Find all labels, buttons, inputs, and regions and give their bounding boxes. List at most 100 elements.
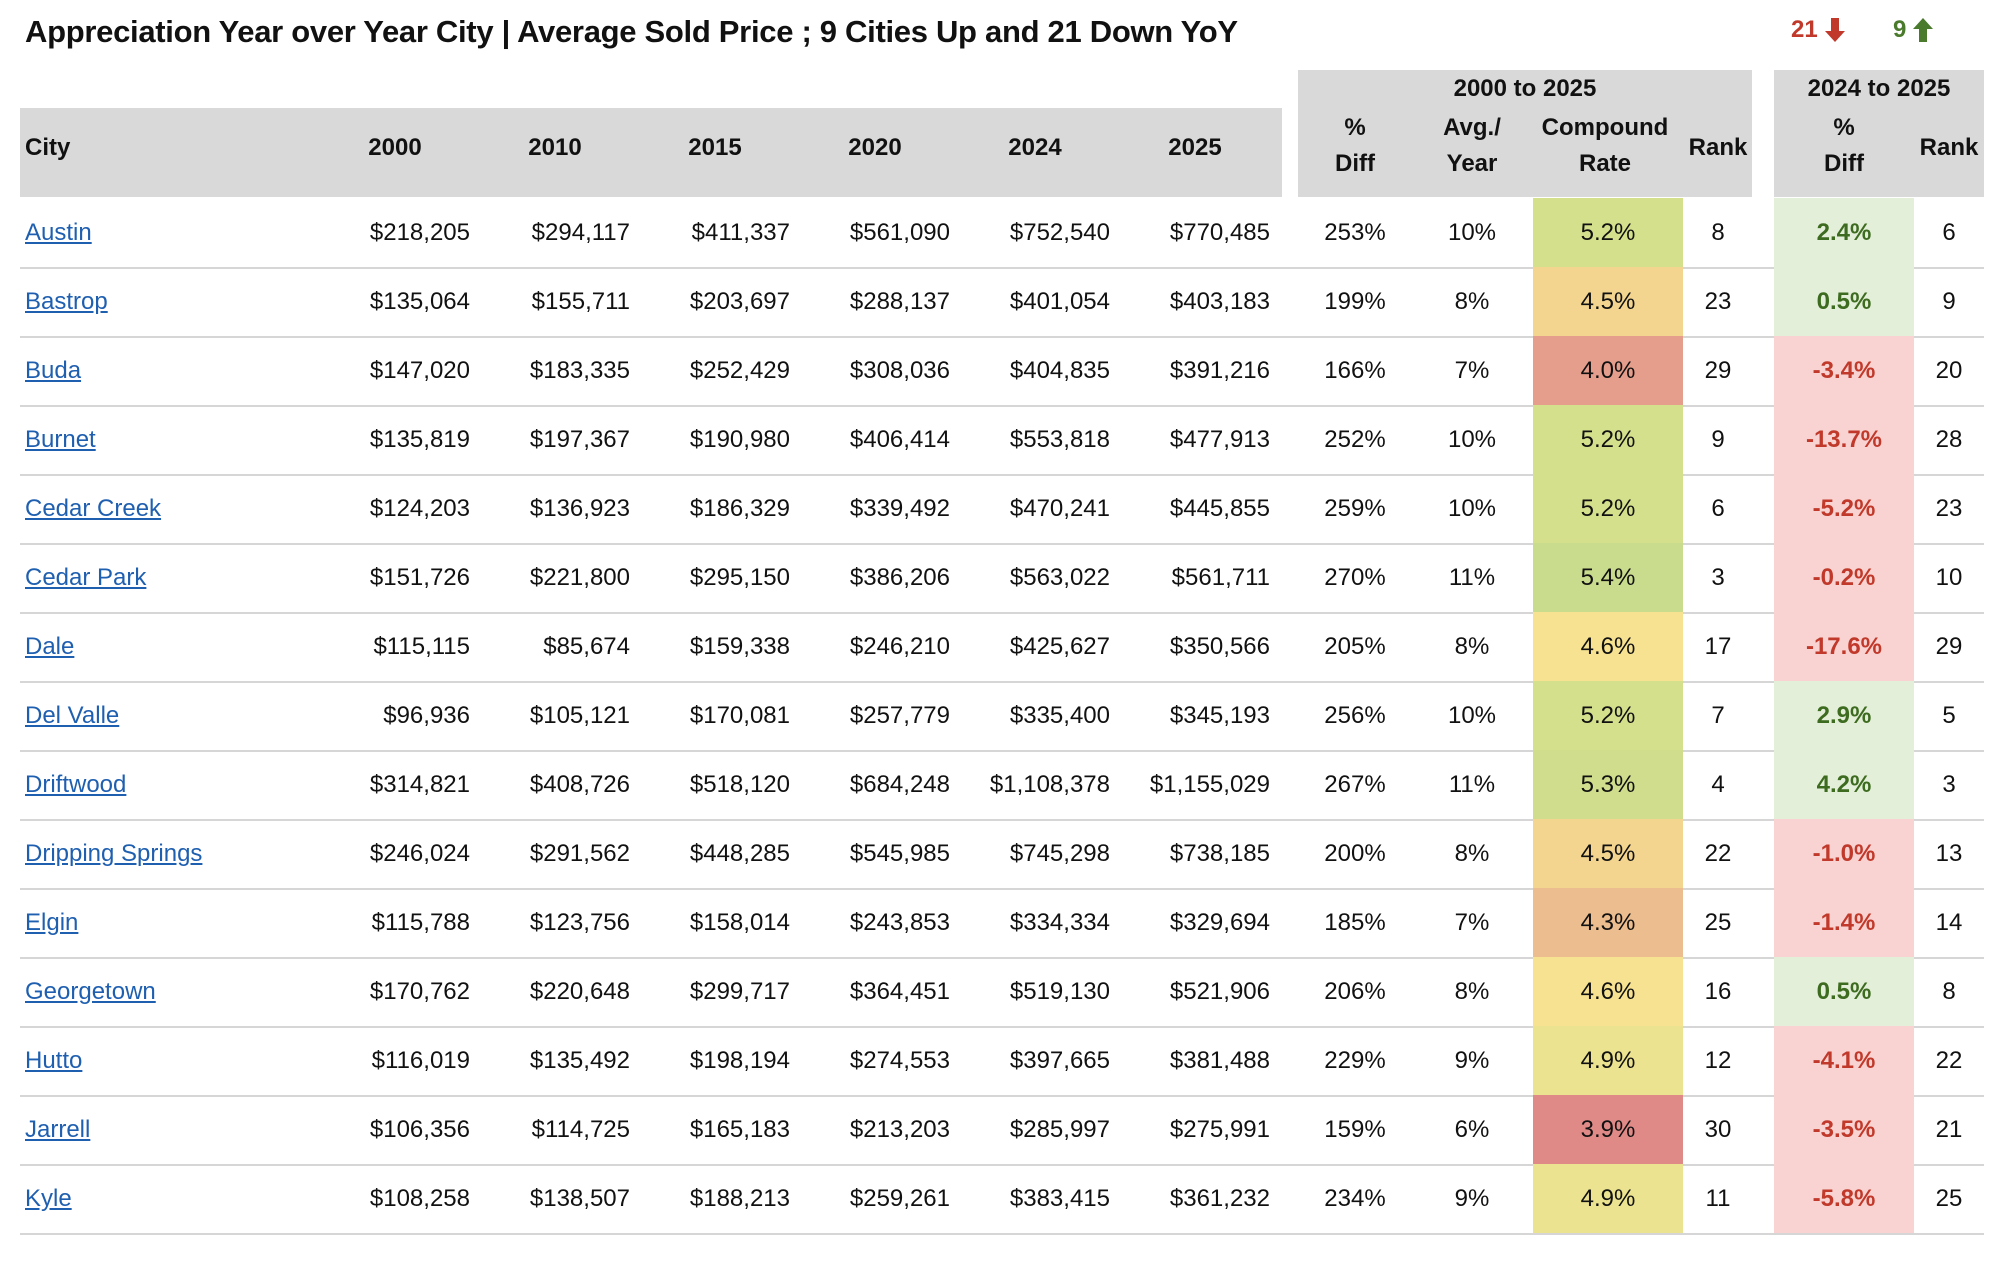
city-link[interactable]: Burnet <box>25 426 96 453</box>
city-link[interactable]: Jarrell <box>25 1116 91 1143</box>
cell-2025: $770,485 <box>1169 219 1270 246</box>
yoy-change-fill <box>1774 888 1914 957</box>
cell-rank: 22 <box>1704 840 1732 867</box>
cell-avg-year: 10% <box>1447 426 1497 453</box>
cell-2024: $397,665 <box>1009 1047 1110 1074</box>
city-link[interactable]: Austin <box>25 219 92 246</box>
cell-2000: $147,020 <box>369 357 470 384</box>
cell-2025: $403,183 <box>1169 288 1270 315</box>
cell-2000: $314,821 <box>369 771 470 798</box>
compound-rate-fill <box>1533 405 1683 474</box>
cell-2025: $561,711 <box>1171 564 1270 591</box>
city-link[interactable]: Driftwood <box>25 771 127 798</box>
city-link[interactable]: Kyle <box>25 1185 72 1212</box>
table-row: Driftwood $314,821 $408,726 $518,120 $684,24… <box>20 750 1984 821</box>
cell-compound-rate: 4.3% <box>1580 909 1636 936</box>
cell-2015: $190,980 <box>689 426 790 453</box>
yoy-change-fill <box>1774 474 1914 543</box>
city-link[interactable]: Hutto <box>25 1047 83 1074</box>
header-compound-line2: Rate <box>1578 150 1632 177</box>
cell-rank: 29 <box>1704 357 1732 384</box>
header-pct-diff-1: % Diff <box>1305 110 1405 182</box>
cell-yoy-change: 0.5% <box>1816 978 1872 1005</box>
cell-rank-yoy: 9 <box>1942 288 1956 315</box>
cell-2025: $381,488 <box>1169 1047 1270 1074</box>
compound-rate-fill <box>1533 819 1683 888</box>
cell-2024: $563,022 <box>1009 564 1110 591</box>
cell-2024: $470,241 <box>1009 495 1110 522</box>
city-link[interactable]: Del Valle <box>25 702 120 729</box>
cell-pct-diff: 205% <box>1324 633 1386 660</box>
arrow-up-icon <box>1913 18 1934 42</box>
cell-yoy-change: 0.5% <box>1816 288 1872 315</box>
cell-2010: $408,726 <box>529 771 630 798</box>
cell-2015: $170,081 <box>689 702 790 729</box>
cell-rank-yoy: 8 <box>1942 978 1956 1005</box>
cell-2024: $334,334 <box>1009 909 1110 936</box>
cell-avg-year: 10% <box>1447 702 1497 729</box>
cell-2025: $521,906 <box>1169 978 1270 1005</box>
city-link[interactable]: Dale <box>25 633 75 660</box>
cell-pct-diff: 185% <box>1324 909 1386 936</box>
header-compound-rate: Compound Rate <box>1530 110 1680 182</box>
cell-2015: $159,338 <box>689 633 790 660</box>
cell-pct-diff: 229% <box>1324 1047 1386 1074</box>
city-link[interactable]: Cedar Park <box>25 564 147 591</box>
cell-2024: $425,627 <box>1009 633 1110 660</box>
cell-yoy-change: -0.2% <box>1812 564 1876 591</box>
city-link[interactable]: Buda <box>25 357 82 384</box>
cell-2025: $361,232 <box>1169 1185 1270 1212</box>
city-link[interactable]: Georgetown <box>25 978 156 1005</box>
city-link[interactable]: Elgin <box>25 909 79 936</box>
cell-yoy-change: -1.4% <box>1812 909 1876 936</box>
city-link[interactable]: Dripping Springs <box>25 840 203 867</box>
header-band-main <box>20 108 1282 197</box>
arrow-down-icon <box>1824 18 1845 42</box>
cell-avg-year: 11% <box>1448 771 1496 798</box>
cell-2024: $401,054 <box>1009 288 1110 315</box>
cell-2000: $96,936 <box>383 702 470 729</box>
header-avg-year-line2: Year <box>1446 150 1498 177</box>
header-group-long: 2000 to 2025 <box>1453 75 1597 102</box>
yoy-change-fill <box>1774 405 1914 474</box>
table-row: Austin $218,205 $294,117 $411,337 $561,090 $7… <box>20 198 1984 269</box>
header-2015: 2015 <box>688 134 742 161</box>
table-row: Jarrell $106,356 $114,725 $165,183 $213,203 $… <box>20 1095 1984 1166</box>
cell-2020: $684,248 <box>849 771 950 798</box>
cell-pct-diff: 206% <box>1324 978 1386 1005</box>
cell-yoy-change: -13.7% <box>1805 426 1883 453</box>
cell-2015: $299,717 <box>689 978 790 1005</box>
cell-2025: $350,566 <box>1169 633 1270 660</box>
cell-rank-yoy: 23 <box>1935 495 1963 522</box>
cell-avg-year: 9% <box>1454 1185 1490 1212</box>
cell-2010: $105,121 <box>529 702 630 729</box>
cell-yoy-change: -3.4% <box>1812 357 1876 384</box>
cell-2024: $553,818 <box>1009 426 1110 453</box>
cell-2020: $246,210 <box>849 633 950 660</box>
cell-rank: 25 <box>1704 909 1732 936</box>
cell-pct-diff: 270% <box>1324 564 1386 591</box>
header-avg-year-line1: Avg./ <box>1443 114 1501 141</box>
cell-2020: $561,090 <box>849 219 950 246</box>
cell-2015: $518,120 <box>689 771 790 798</box>
cell-2000: $108,258 <box>369 1185 470 1212</box>
cell-2020: $257,779 <box>849 702 950 729</box>
cell-2000: $106,356 <box>369 1116 470 1143</box>
cell-2000: $135,064 <box>369 288 470 315</box>
cell-2010: $138,507 <box>529 1185 630 1212</box>
cell-avg-year: 11% <box>1448 564 1496 591</box>
table-row: Dale $115,115 $85,674 $159,338 $246,210 $425,… <box>20 612 1984 683</box>
header-pct-diff2-line2: Diff <box>1824 150 1864 177</box>
table-row: Elgin $115,788 $123,756 $158,014 $243,853 $33… <box>20 888 1984 959</box>
cell-2010: $135,492 <box>529 1047 630 1074</box>
cell-yoy-change: -17.6% <box>1805 633 1883 660</box>
city-link[interactable]: Bastrop <box>25 288 108 315</box>
cell-avg-year: 6% <box>1454 1116 1490 1143</box>
cell-2025: $1,155,029 <box>1149 771 1270 798</box>
cell-2025: $477,913 <box>1169 426 1270 453</box>
cell-pct-diff: 199% <box>1324 288 1386 315</box>
city-link[interactable]: Cedar Creek <box>25 495 162 522</box>
header-band-short <box>1774 70 1984 197</box>
table-row: Burnet $135,819 $197,367 $190,980 $406,414 $5… <box>20 405 1984 476</box>
header-band-long <box>1298 70 1752 197</box>
